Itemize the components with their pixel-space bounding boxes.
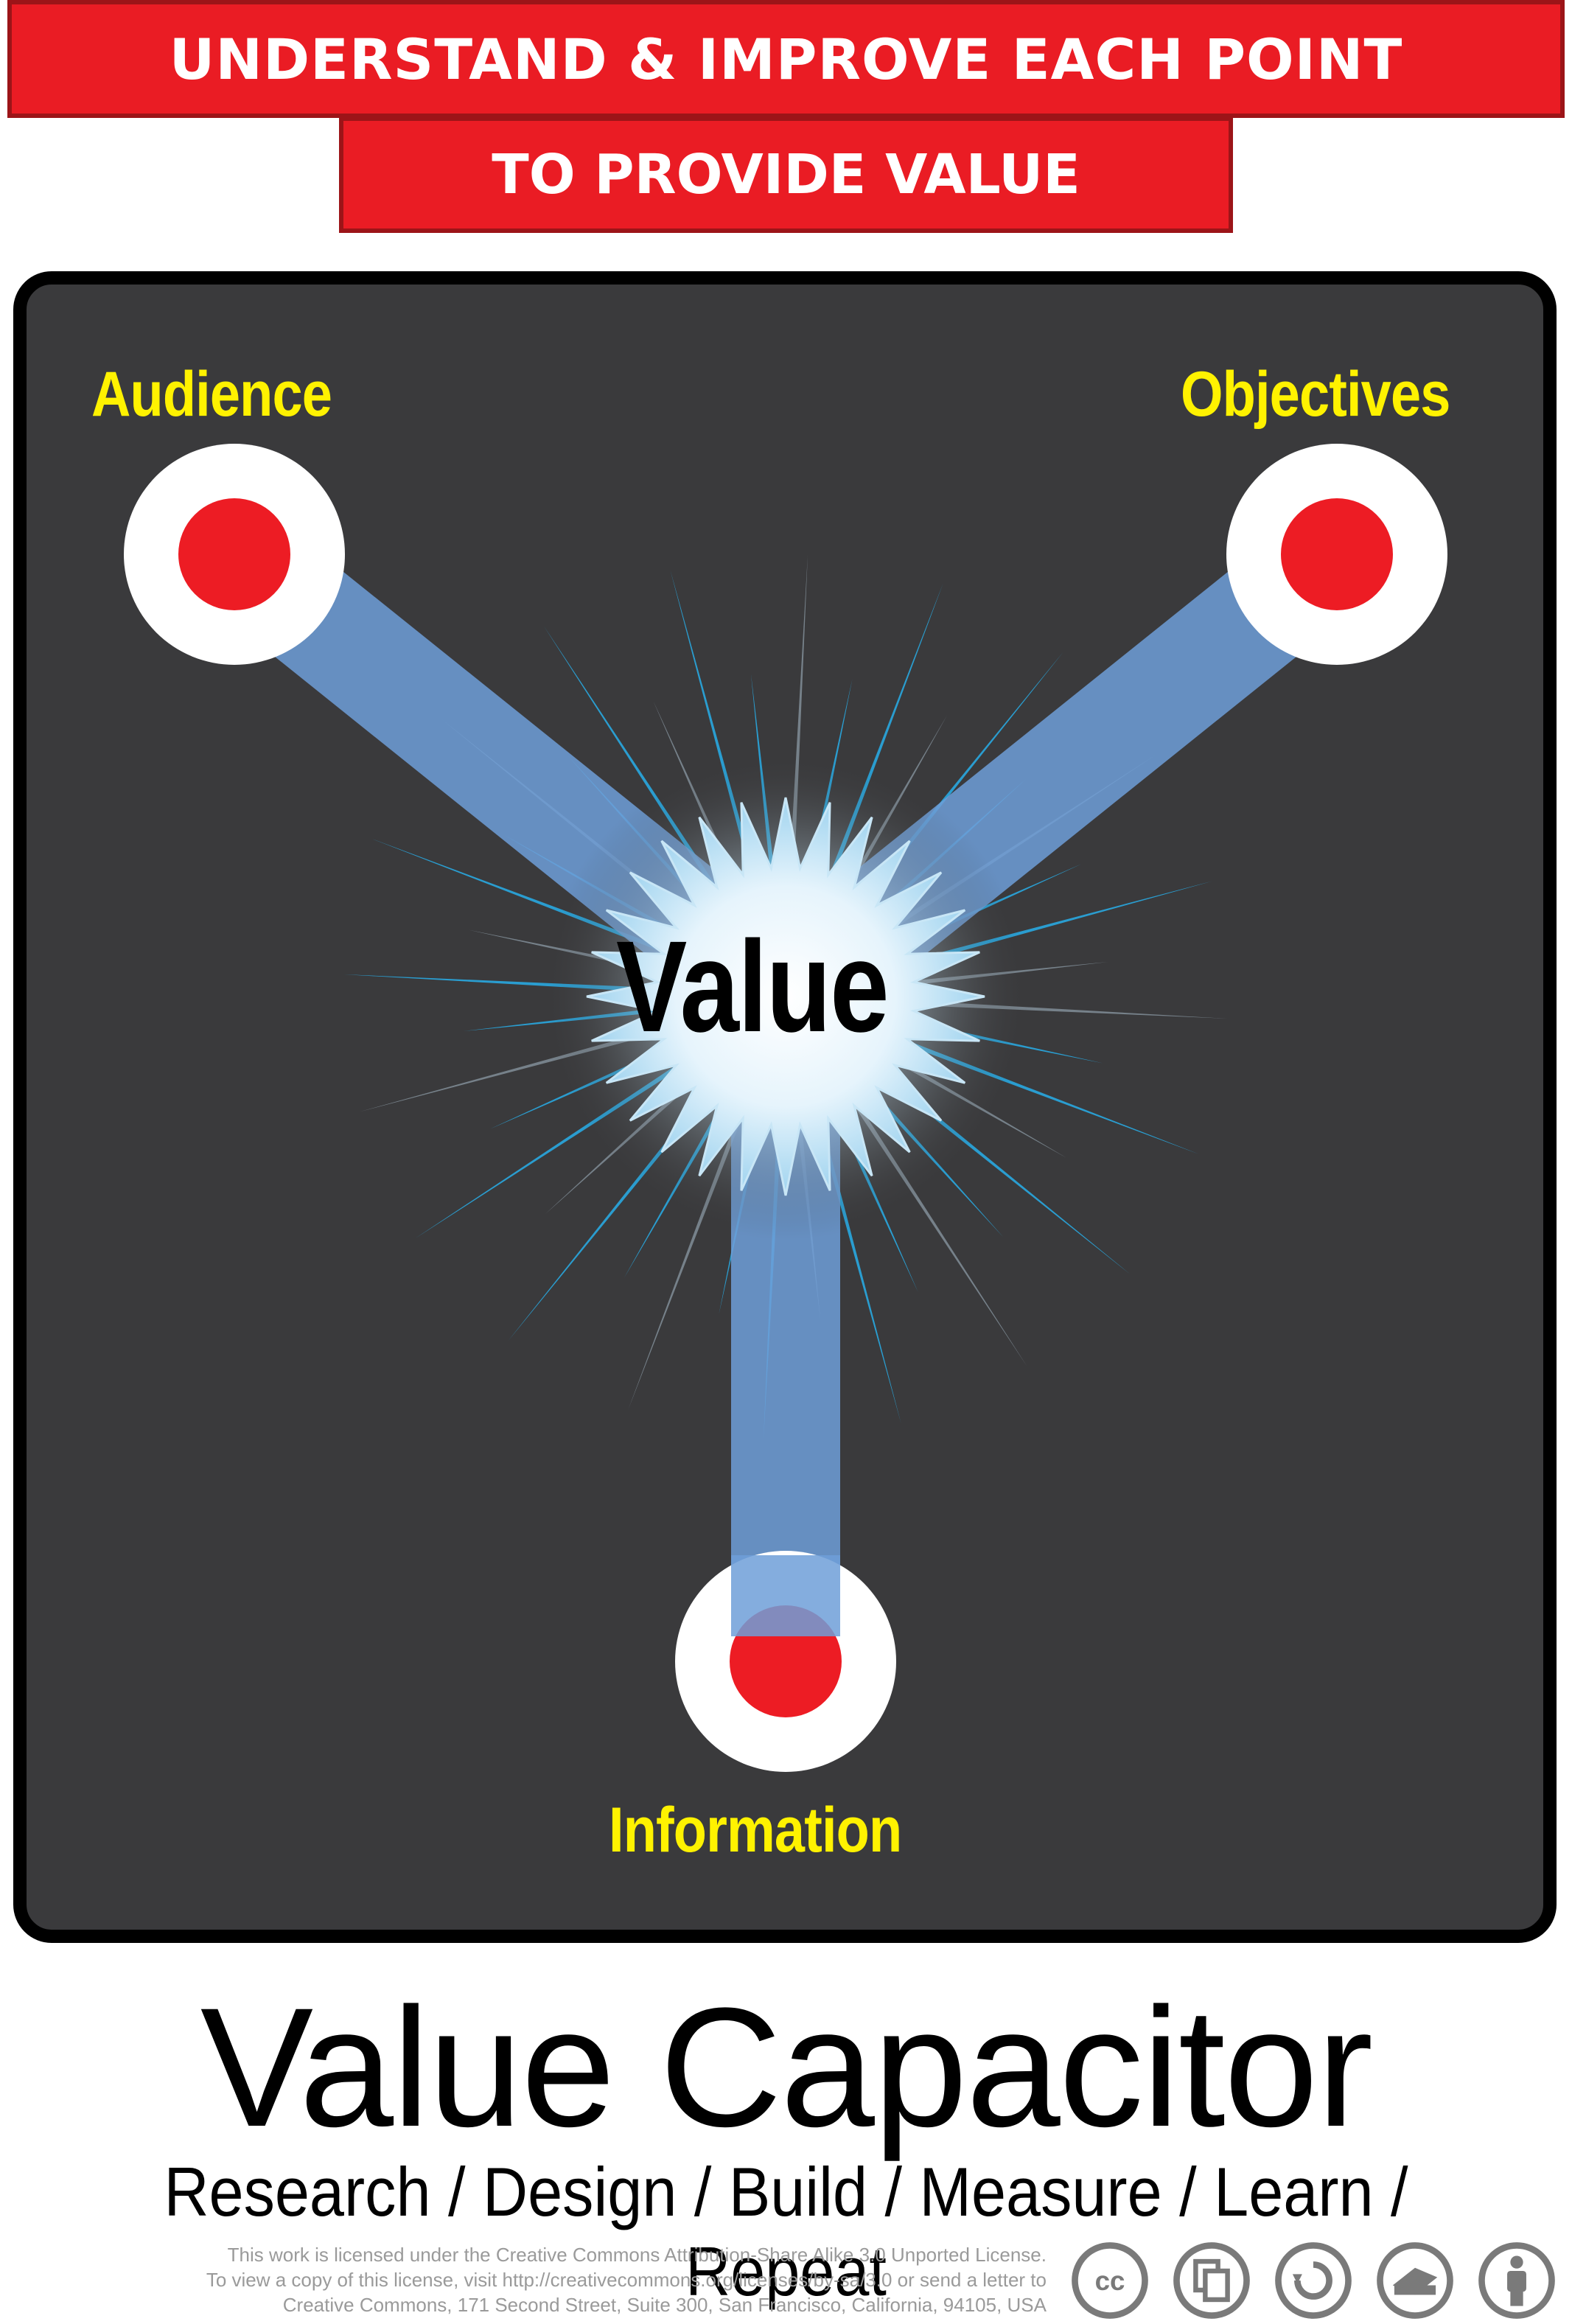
burst-star bbox=[586, 797, 985, 1196]
svg-text:cc: cc bbox=[1095, 2266, 1125, 2296]
objectives-label: Objectives bbox=[1181, 359, 1450, 430]
value-center-label: Value bbox=[616, 915, 890, 1059]
process-steps: Research / Design / Build / Measure / Le… bbox=[164, 2153, 1408, 2310]
sub-banner: TO PROVIDE VALUE bbox=[339, 116, 1233, 233]
copy-icon bbox=[1173, 2242, 1250, 2319]
license-line-2: To view a copy of this license, visit ht… bbox=[206, 2269, 1047, 2291]
node-audience bbox=[124, 444, 345, 665]
node-objectives bbox=[1226, 444, 1447, 665]
banner-subheadline: TO PROVIDE VALUE bbox=[492, 143, 1080, 206]
information-label: Information bbox=[609, 1795, 902, 1866]
share-alike-icon bbox=[1275, 2242, 1352, 2319]
license-line-1: This work is licensed under the Creative… bbox=[227, 2244, 1047, 2266]
license-text: This work is licensed under the Creative… bbox=[29, 2242, 1047, 2317]
license-line-3: Creative Commons, 171 Second Street, Sui… bbox=[282, 2294, 1047, 2316]
diagram-title: Value Capacitor bbox=[200, 1972, 1373, 2162]
audience-label: Audience bbox=[91, 359, 332, 430]
commercial-icon bbox=[1377, 2242, 1453, 2319]
cc-icon: cc bbox=[1072, 2242, 1148, 2319]
value-burst bbox=[586, 797, 985, 1196]
attribution-icon bbox=[1478, 2242, 1555, 2319]
node-information bbox=[675, 1551, 896, 1772]
banner-headline: UNDERSTAND & IMPROVE EACH POINT bbox=[169, 26, 1403, 92]
top-banner: UNDERSTAND & IMPROVE EACH POINT bbox=[7, 0, 1565, 118]
license-icons: cc bbox=[1070, 2241, 1557, 2320]
